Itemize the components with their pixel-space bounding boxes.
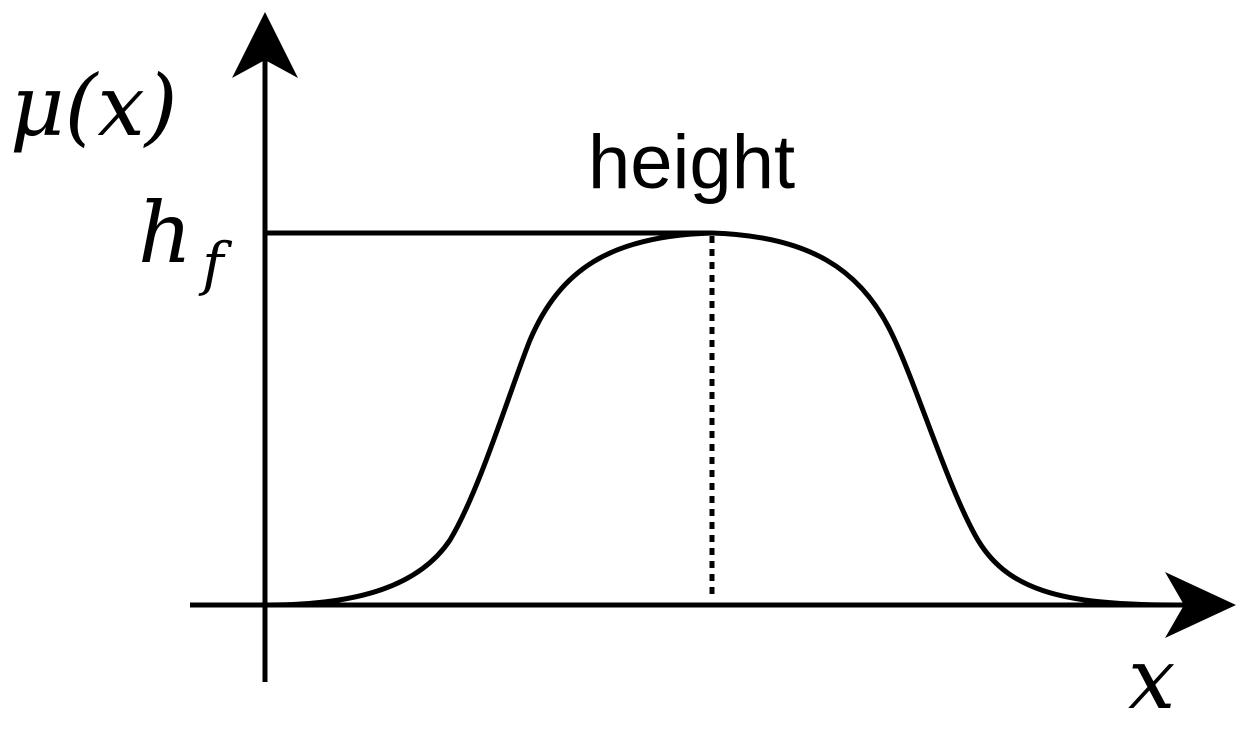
y-axis-label: μ(x): [10, 57, 178, 155]
x-axis-label: x: [1128, 630, 1175, 728]
y-axis-arrowhead: [232, 12, 298, 78]
height-value-main: h: [138, 184, 192, 282]
x-axis-arrowhead: [1165, 572, 1236, 638]
height-value-subscript: f: [198, 230, 233, 298]
height-annotation: height: [588, 120, 795, 205]
membership-curve: [265, 230, 1178, 608]
